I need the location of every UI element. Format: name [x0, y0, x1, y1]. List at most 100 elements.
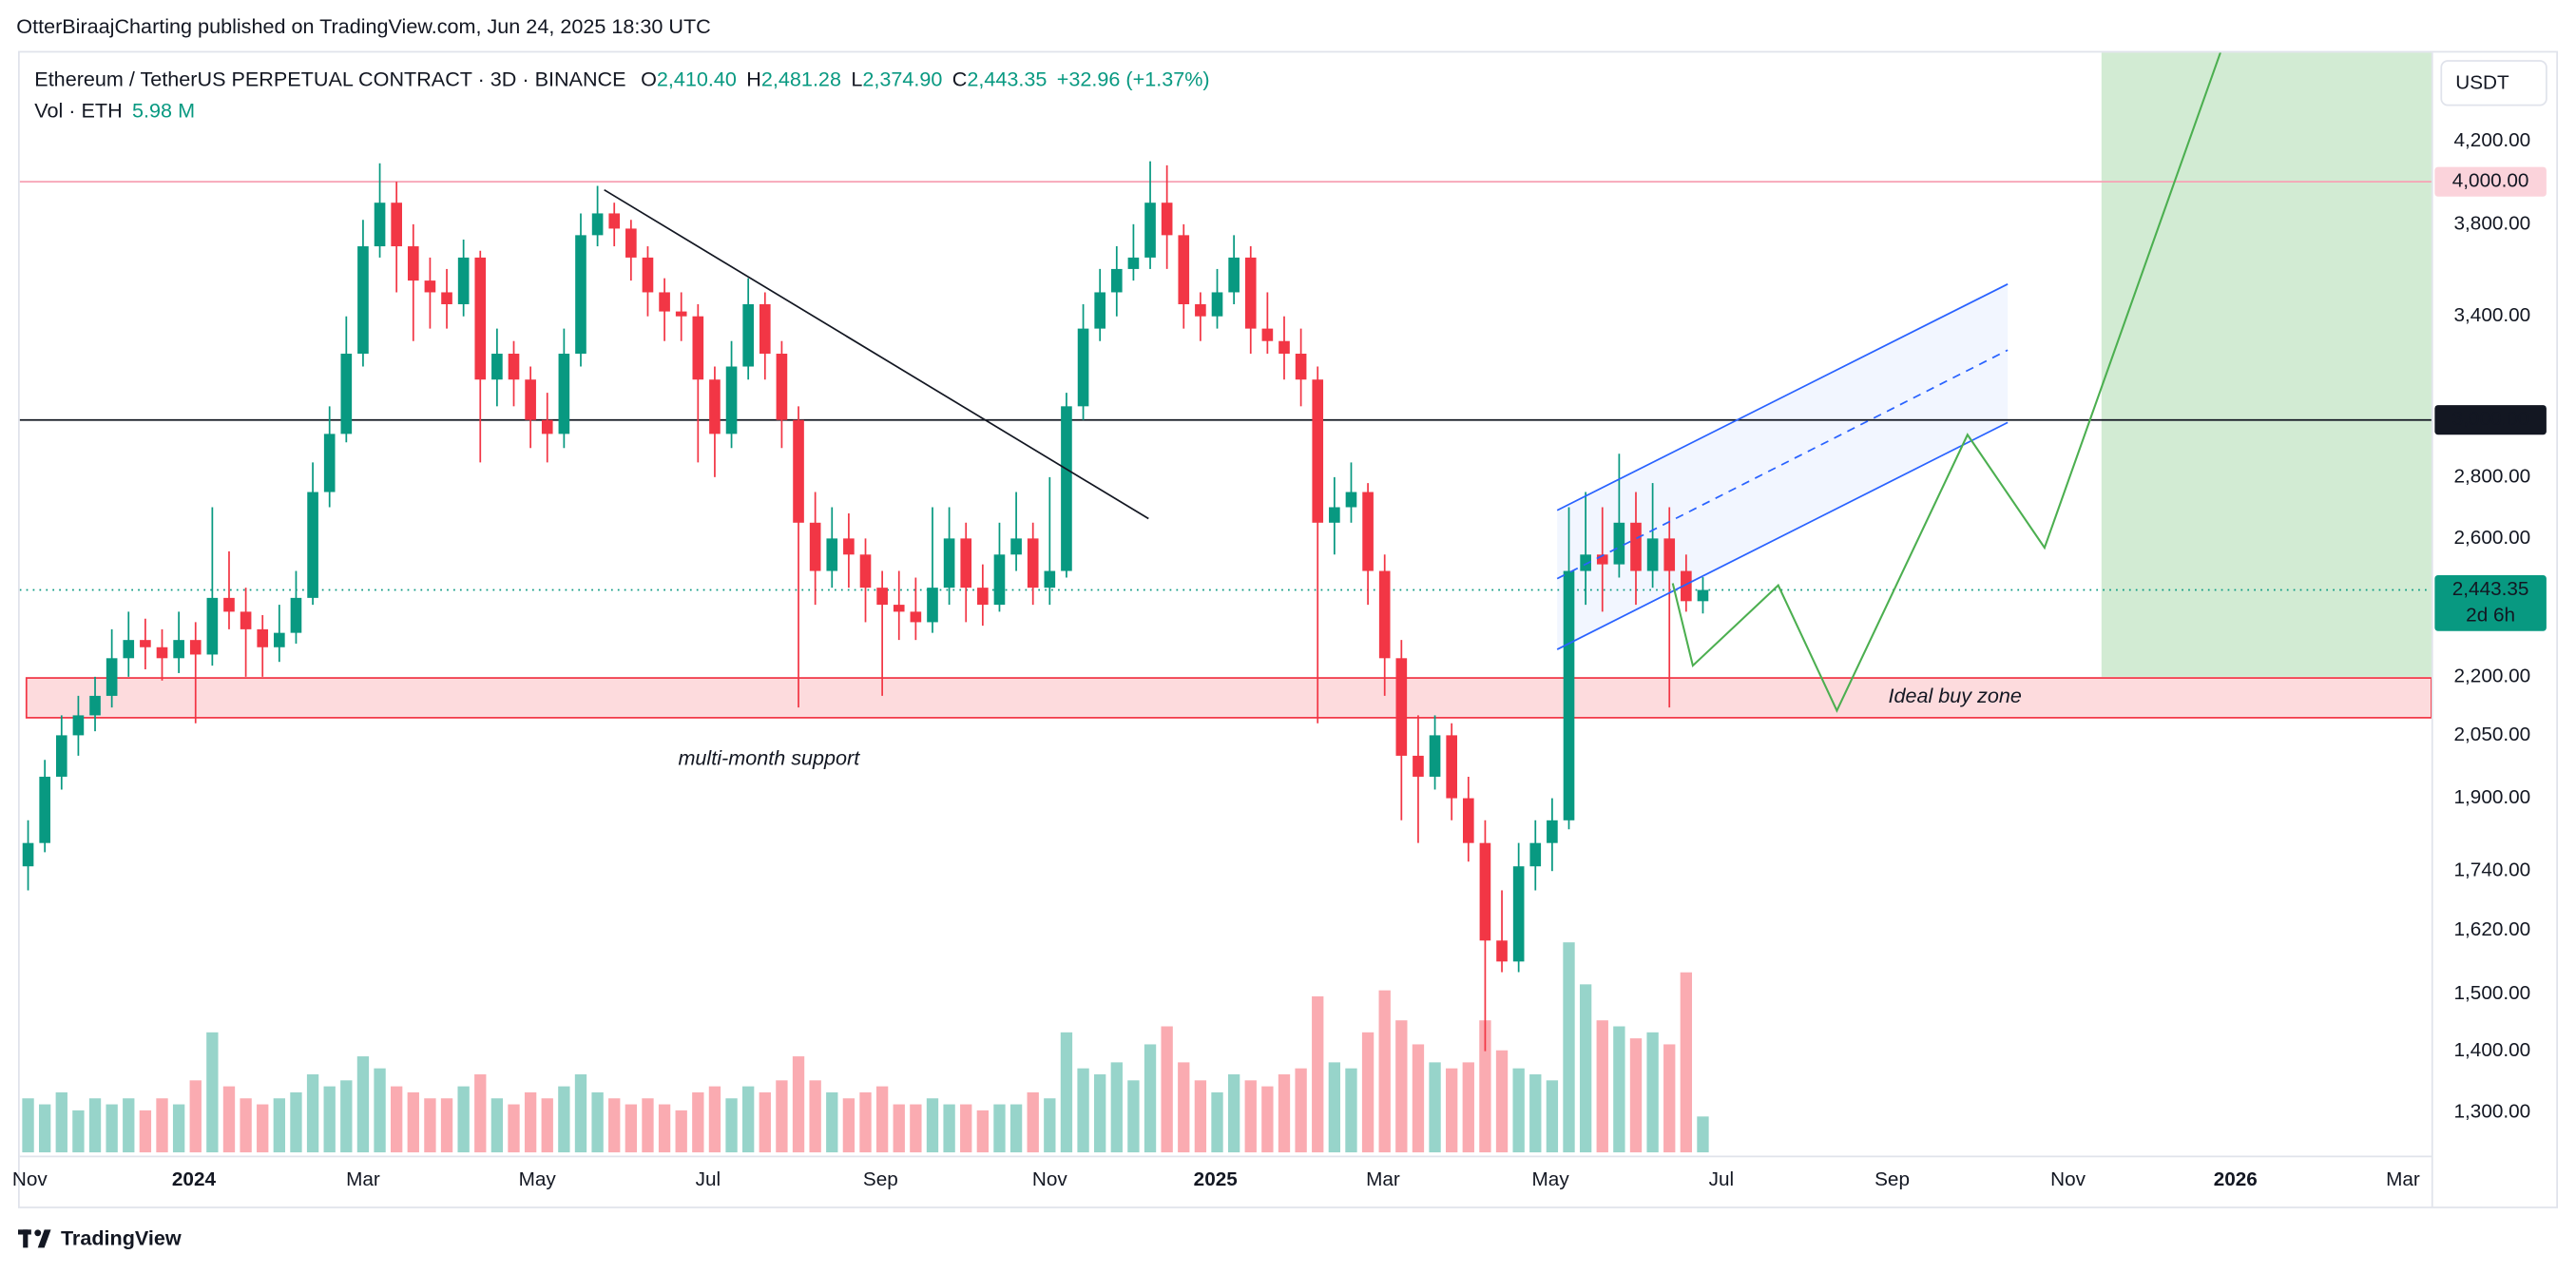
time-zone [2101, 52, 2432, 677]
volume-bar [1278, 1074, 1291, 1153]
candle-body [709, 379, 721, 434]
volume-bar [1613, 1026, 1625, 1153]
channel-lower [1556, 421, 2009, 650]
volume-bar [1178, 1062, 1190, 1153]
volume-bar [1495, 1050, 1509, 1153]
volume-bar [22, 1098, 34, 1153]
volume-bar [993, 1104, 1006, 1153]
candle-body [659, 292, 670, 312]
volume-bar [1161, 1026, 1173, 1153]
volume-bar [558, 1086, 570, 1153]
candle-body [927, 588, 938, 623]
volume-bar [88, 1098, 102, 1153]
candle-body [1211, 292, 1223, 317]
candle-body [39, 776, 50, 843]
support-label: multi-month support [678, 746, 860, 770]
volume-bar [608, 1098, 621, 1153]
volume-bar [374, 1068, 386, 1153]
trendline [604, 188, 1149, 520]
candle-body [1061, 406, 1072, 571]
volume-bar [591, 1091, 604, 1153]
price-tag [2434, 405, 2547, 435]
candle-body [1010, 538, 1022, 555]
x-tick-label: Nov [2050, 1168, 2086, 1190]
candle-body [625, 228, 637, 258]
volume-bar [1094, 1074, 1106, 1153]
y-tick-label: 1,500.00 [2454, 982, 2531, 1004]
candle-body [1178, 235, 1190, 304]
candle-body [274, 632, 285, 647]
volume-bar [257, 1104, 269, 1153]
volume-bar [273, 1098, 286, 1153]
volume-bar [541, 1098, 553, 1153]
close: 2,443.35 [967, 67, 1047, 90]
volume-bar [842, 1098, 855, 1153]
c: C [952, 67, 968, 90]
volume-bar [39, 1104, 51, 1153]
candle-body [1630, 522, 1642, 571]
x-tick-label: Mar [346, 1168, 380, 1190]
volume-bar [809, 1080, 821, 1153]
candle-body [1110, 268, 1123, 293]
candle-body [156, 647, 168, 659]
candle-body [608, 213, 621, 229]
candle-body [106, 658, 118, 696]
x-tick-label: 2026 [2214, 1168, 2258, 1190]
candle-body [508, 354, 520, 380]
candle-body [206, 597, 219, 655]
candle-body [725, 366, 738, 434]
price-tag-label: 3,000.00 [2452, 408, 2529, 430]
candle-body [776, 354, 788, 420]
legend-line: Ethereum / TetherUS PERPETUAL CONTRACT ·… [34, 67, 1209, 90]
volume-bar [306, 1074, 319, 1153]
volume-bar [123, 1098, 135, 1153]
volume-bar [1680, 972, 1693, 1153]
candle-body [1413, 755, 1424, 777]
x-tick-label: Mar [2386, 1168, 2420, 1190]
volume-bar [675, 1110, 687, 1153]
volume-bar [776, 1080, 788, 1153]
candle-body [1329, 507, 1340, 523]
candle-body [943, 538, 955, 589]
volume-bar [1345, 1068, 1357, 1153]
volume-bar [1596, 1020, 1608, 1153]
candle-body [55, 735, 67, 777]
current-price-tag [2434, 574, 2547, 631]
candle-body [1077, 328, 1089, 407]
volume-bar [139, 1110, 152, 1153]
volume-bar [1429, 1062, 1441, 1153]
currency[interactable]: USDT [2455, 72, 2509, 94]
current-price-label: 2,443.35 [2452, 578, 2529, 600]
volume-bar [1211, 1091, 1223, 1153]
candle-body [1244, 257, 1257, 329]
currency-button[interactable] [2440, 60, 2547, 106]
y-tick-label: 2,800.00 [2454, 465, 2531, 487]
candle-body [223, 597, 235, 612]
candle-body [1512, 866, 1525, 962]
volume-bar [1512, 1068, 1525, 1153]
volume-legend: Vol · ETH 5.98 M [34, 98, 195, 122]
x-tick-label: Nov [12, 1168, 48, 1190]
volume-bar [658, 1104, 671, 1153]
volume-bar [1361, 1032, 1375, 1153]
candle-body [692, 316, 704, 380]
candle-body [1446, 735, 1457, 799]
logo [18, 1229, 51, 1248]
volume-bar [1144, 1044, 1157, 1153]
x-tick-label: Sep [1874, 1168, 1910, 1190]
volume-bar [1027, 1091, 1039, 1153]
candle-body [993, 554, 1006, 606]
volume-bar [1395, 1020, 1408, 1153]
volume-bar [926, 1098, 939, 1153]
y-tick-label: 1,620.00 [2454, 918, 2531, 940]
volume-bar [290, 1091, 302, 1153]
volume-bar [708, 1086, 721, 1153]
volume-bar [1446, 1068, 1458, 1153]
candle-body [1462, 798, 1474, 843]
volume-bar [1295, 1068, 1307, 1153]
candle-body [742, 303, 754, 367]
candle-body [759, 303, 771, 355]
candle-body [374, 203, 386, 247]
volume-name: Vol · ETH [34, 98, 122, 122]
candle-body [1144, 203, 1156, 258]
